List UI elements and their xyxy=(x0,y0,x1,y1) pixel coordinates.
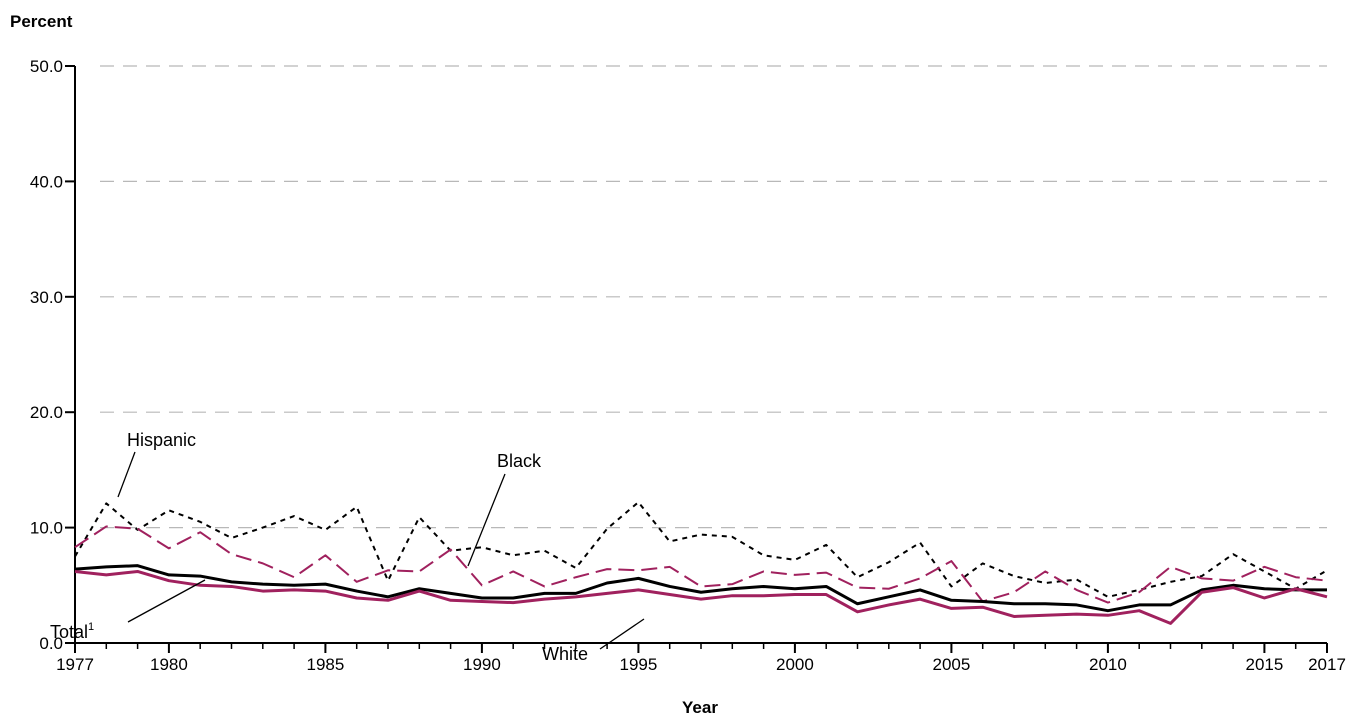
x-tick-label-1: 1980 xyxy=(150,655,188,674)
y-tick-label-2: 20.0 xyxy=(30,403,63,422)
y-tick-label-1: 10.0 xyxy=(30,519,63,538)
x-tick-label-6: 2005 xyxy=(932,655,970,674)
series-line-black xyxy=(74,525,1328,604)
axes xyxy=(74,66,1327,644)
x-tick-labels: 1977 1980 1985 1990 1995 2000 2005 2010 2015 2017 xyxy=(56,643,1346,674)
gridlines xyxy=(100,65,1327,529)
annotation-black: Black xyxy=(497,451,542,471)
x-axis-title: Year xyxy=(682,698,718,717)
x-tick-label-8: 2015 xyxy=(1245,655,1283,674)
y-tick-label-0: 0.0 xyxy=(39,634,63,653)
series-line-white xyxy=(74,569,1328,625)
y-tick-label-4: 40.0 xyxy=(30,172,63,191)
y-axis-title: Percent xyxy=(10,12,73,31)
series-lines xyxy=(74,501,1328,625)
x-tick-label-4: 1995 xyxy=(619,655,657,674)
x-tick-label-2: 1985 xyxy=(306,655,344,674)
x-tick-label-7: 2010 xyxy=(1089,655,1127,674)
annotation-hispanic: Hispanic xyxy=(127,430,196,450)
x-tick-label-0: 1977 xyxy=(56,655,94,674)
leader-hispanic xyxy=(117,451,136,498)
x-tick-label-3: 1990 xyxy=(463,655,501,674)
series-line-hispanic xyxy=(74,501,1328,598)
y-tick-label-3: 30.0 xyxy=(30,288,63,307)
leader-white xyxy=(599,618,645,650)
y-tick-label-5: 50.0 xyxy=(30,57,63,76)
series-line-total xyxy=(74,564,1327,613)
leader-black xyxy=(467,473,506,567)
leader-total xyxy=(127,579,206,623)
annotation-white: White xyxy=(542,644,588,664)
x-tick-label-5: 2000 xyxy=(776,655,814,674)
annotations: Hispanic Black Total1 White xyxy=(50,430,645,664)
y-tick-labels: 0.0 10.0 20.0 30.0 40.0 50.0 xyxy=(30,57,75,653)
annotation-total: Total1 xyxy=(50,621,94,642)
x-tick-label-9: 2017 xyxy=(1308,655,1346,674)
